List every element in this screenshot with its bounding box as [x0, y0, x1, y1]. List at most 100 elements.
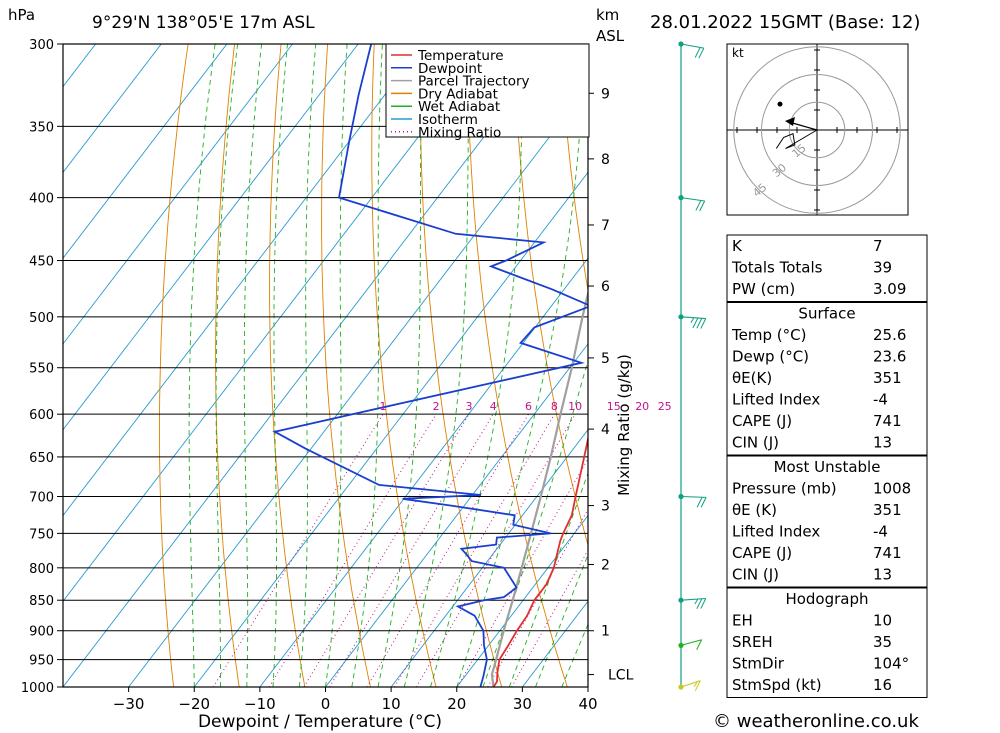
height-tick-label: 3	[601, 499, 610, 515]
wind-barb-flag	[698, 47, 705, 59]
pressure-tick-label: 600	[29, 408, 54, 423]
pressure-tick-label: 500	[29, 311, 54, 326]
wind-profile	[678, 41, 707, 691]
mixing-ratio-line	[457, 457, 588, 687]
pressure-tick-label: 950	[29, 654, 54, 669]
wind-barb-flag	[700, 318, 707, 329]
mixing-ratio-label: 1	[380, 400, 387, 413]
pressure-tick-label: 300	[29, 38, 54, 53]
legend-entry: Dewpoint	[418, 61, 482, 77]
dewpoint-line	[272, 44, 588, 687]
table-box	[726, 587, 928, 698]
most-unstable-row-value: -4	[873, 523, 888, 541]
pressure-tick-label: 550	[29, 362, 54, 377]
pressure-grid	[63, 44, 588, 687]
wind-barb-flag	[696, 598, 703, 609]
surface-row-label: θE(K)	[732, 369, 772, 387]
height-tick-label: 6	[601, 279, 610, 295]
mixing-ratio-label: 6	[525, 400, 532, 413]
wind-barb-flag	[696, 497, 703, 508]
mixing-ratio-axis-label: Mixing Ratio (g/kg)	[615, 354, 633, 496]
pressure-tick-label: 1000	[21, 681, 54, 696]
index-label: PW (cm)	[732, 280, 795, 298]
parcel-trajectory-line	[490, 289, 588, 687]
wet-adiabat-line	[272, 44, 288, 687]
isotherm-line	[63, 44, 556, 687]
wind-barb-flag	[692, 317, 699, 329]
plot-frame	[62, 43, 589, 688]
wind-barb-flag	[700, 598, 707, 609]
height-tick-label: 4	[601, 422, 610, 438]
wind-barb-flag	[694, 47, 701, 58]
hodograph-row-value: 16	[873, 676, 892, 694]
dry-adiabat-line	[979, 44, 1000, 687]
hodograph-row-value: 35	[873, 633, 892, 651]
isotherm-line	[193, 171, 588, 687]
isotherm-line	[63, 44, 490, 602]
surface-row-value: -4	[873, 391, 888, 409]
temperature-tick-label: 20	[447, 695, 466, 713]
pressure-tick-label: 350	[29, 120, 54, 135]
x-axis-label: Dewpoint / Temperature (°C)	[198, 712, 442, 732]
wet-adiabat-line	[188, 44, 216, 687]
wind-barb-half	[690, 317, 695, 323]
pressure-tick-label: 650	[29, 451, 54, 466]
isotherm-line	[0, 44, 30, 687]
isotherm-lines	[0, 44, 588, 687]
surface-row-label: Lifted Index	[732, 391, 820, 409]
height-unit-label-asl: ASL	[596, 27, 625, 45]
wind-barb-flag	[694, 680, 701, 691]
surface-row-label: CIN (J)	[732, 434, 779, 452]
most-unstable-row-label: Lifted Index	[732, 523, 820, 541]
wind-barb-dot	[678, 642, 684, 648]
wind-barb-half	[693, 681, 698, 687]
dry-adiabat-line	[269, 44, 306, 687]
surface-row-label: Dewp (°C)	[732, 348, 809, 366]
wind-barb-flag	[700, 497, 707, 508]
wind-barb-shaft	[680, 495, 707, 498]
hodograph-row-label: StmSpd (kt)	[732, 676, 822, 694]
hodograph-ring	[733, 46, 901, 214]
height-tick-label: 8	[601, 152, 610, 168]
surface-row-value: 351	[873, 369, 902, 387]
hodograph-row-label: SREH	[732, 633, 773, 651]
height-tick-label: 5	[601, 351, 610, 367]
dry-adiabat-line	[933, 44, 1000, 687]
height-tick-label: 2	[601, 557, 610, 573]
wind-barb-shaft	[680, 197, 705, 202]
hodograph-row-label: StmDir	[732, 655, 785, 673]
temperature-tick-label: −30	[113, 695, 145, 713]
height-tick-label: 7	[601, 218, 610, 234]
wet-adiabat-line	[215, 44, 239, 687]
wet-adiabat-line	[325, 44, 348, 687]
index-label: K	[732, 237, 743, 255]
isotherm-line	[259, 257, 588, 687]
indices-table: K 7 Totals Totals 39 PW (cm) 3.09 Surface Temp …	[726, 234, 928, 698]
mixing-ratio-label: 2	[433, 400, 440, 413]
hodograph-params-title: Hodograph	[785, 590, 868, 608]
temperature-tick-label: −20	[178, 695, 210, 713]
wind-barb-flag	[696, 318, 703, 329]
table-box	[726, 302, 928, 456]
most-unstable-row-label: CIN (J)	[732, 566, 779, 584]
isotherm-line	[128, 85, 588, 687]
hodograph-ring	[788, 101, 846, 159]
most-unstable-title: Most Unstable	[774, 458, 881, 476]
wind-barb-dot	[678, 597, 684, 603]
surface-row-value: 741	[873, 412, 902, 430]
most-unstable-row-value: 1008	[873, 480, 911, 498]
mixing-ratio-label: 20	[635, 400, 649, 413]
height-tick-label: 1	[601, 624, 610, 640]
pressure-tick-label: 900	[29, 625, 54, 640]
mixing-ratio-line	[329, 413, 494, 687]
table-box	[726, 234, 928, 302]
most-unstable-row-value: 741	[873, 544, 902, 562]
mixing-ratio-label: 4	[490, 400, 497, 413]
hodograph-row-value: 104°	[873, 655, 909, 673]
wet-adiabat-line	[351, 44, 383, 687]
temperature-tick-label: 10	[382, 695, 401, 713]
storm-motion-arrowhead	[785, 117, 795, 126]
height-tick-label: 9	[601, 86, 610, 102]
